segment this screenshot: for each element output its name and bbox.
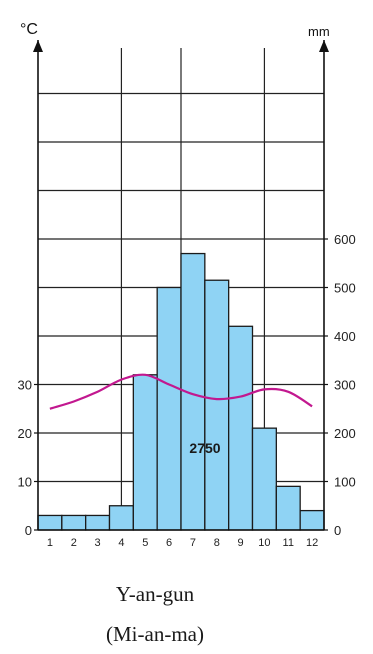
precipitation-bar: [228, 325, 254, 531]
precipitation-bar: [275, 485, 301, 531]
month-tick-label: 11: [283, 537, 294, 549]
precipitation-bar: [251, 427, 277, 531]
precipitation-tick-label: 600: [334, 232, 356, 247]
month-tick-label: 4: [118, 537, 124, 549]
precipitation-bar: [204, 279, 230, 531]
temperature-line-group: [49, 373, 313, 410]
month-tick-label: 10: [258, 537, 270, 549]
precipitation-tick-label: 400: [334, 329, 356, 344]
precipitation-tick-label: 0: [334, 523, 341, 538]
precipitation-bar: [61, 514, 87, 531]
temperature-tick-label: 10: [18, 475, 32, 490]
month-tick-label: 2: [71, 537, 77, 549]
precipitation-bars: [37, 252, 325, 531]
total-precipitation-label: 2750: [189, 440, 220, 456]
month-tick-label: 9: [238, 537, 244, 549]
right-axis-unit: mm: [308, 24, 330, 39]
precipitation-bar: [299, 509, 325, 531]
month-tick-label: 8: [214, 537, 220, 549]
country-name: (Mi-an-ma): [106, 622, 204, 646]
month-tick-label: 12: [306, 537, 318, 549]
left-axis-unit: °C: [20, 21, 38, 38]
left-axis-arrow: [33, 40, 43, 52]
right-axis-arrow: [319, 40, 329, 52]
precipitation-bar: [37, 514, 63, 531]
month-tick-label: 3: [95, 537, 101, 549]
precipitation-tick-label: 100: [334, 475, 356, 490]
month-tick-label: 1: [47, 537, 53, 549]
temperature-tick-label: 20: [18, 426, 32, 441]
precipitation-tick-label: 500: [334, 281, 356, 296]
precipitation-bar: [108, 505, 134, 531]
month-tick-label: 7: [190, 537, 196, 549]
precipitation-bar: [85, 514, 111, 531]
month-tick-label: 6: [166, 537, 172, 549]
temperature-tick-label: 30: [18, 378, 32, 393]
precipitation-bar: [156, 286, 182, 531]
precipitation-bar: [132, 374, 158, 531]
temperature-tick-label: 0: [25, 523, 32, 538]
month-tick-label: 5: [142, 537, 148, 549]
precipitation-tick-label: 200: [334, 426, 356, 441]
temperature-line: [49, 373, 313, 410]
precipitation-tick-label: 300: [334, 378, 356, 393]
station-name: Y-an-gun: [115, 582, 195, 606]
